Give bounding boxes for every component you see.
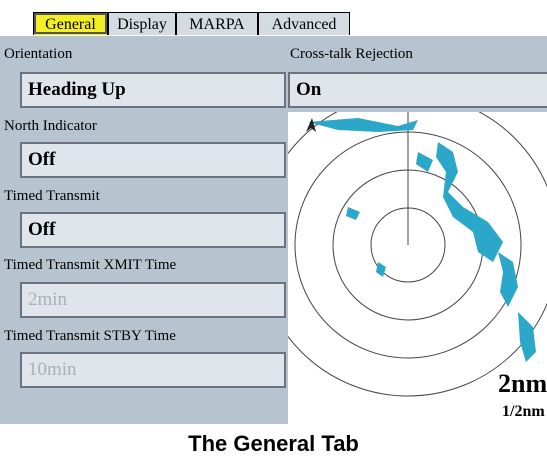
field-value[interactable]: On	[288, 72, 547, 108]
field-value[interactable]: Off	[20, 142, 286, 178]
field-value[interactable]: Off	[20, 212, 286, 248]
field-label: Timed Transmit STBY Time	[4, 328, 176, 345]
tab[interactable]: Advanced	[258, 12, 350, 35]
field-label: Timed Transmit XMIT Time	[4, 257, 176, 274]
tab[interactable]: MARPA	[176, 12, 258, 35]
field-label: Orientation	[4, 46, 72, 63]
tab[interactable]: General	[33, 12, 108, 35]
tab[interactable]: Display	[108, 12, 176, 35]
range-label: 2nm	[498, 369, 547, 398]
field-value[interactable]: 2min	[20, 282, 286, 318]
page: General Display MARPA Advanced Orientati…	[0, 0, 547, 452]
field-value[interactable]: 10min	[20, 352, 286, 388]
radar-display: 2nm 1/2nm	[288, 112, 547, 424]
field-label: North Indicator	[4, 118, 97, 135]
field-label: Timed Transmit	[4, 188, 100, 205]
field-value[interactable]: Heading Up	[20, 72, 286, 108]
ring-spacing-label: 1/2nm	[502, 403, 545, 420]
caption: The General Tab	[0, 424, 547, 464]
field-label: Cross-talk Rejection	[290, 46, 413, 63]
